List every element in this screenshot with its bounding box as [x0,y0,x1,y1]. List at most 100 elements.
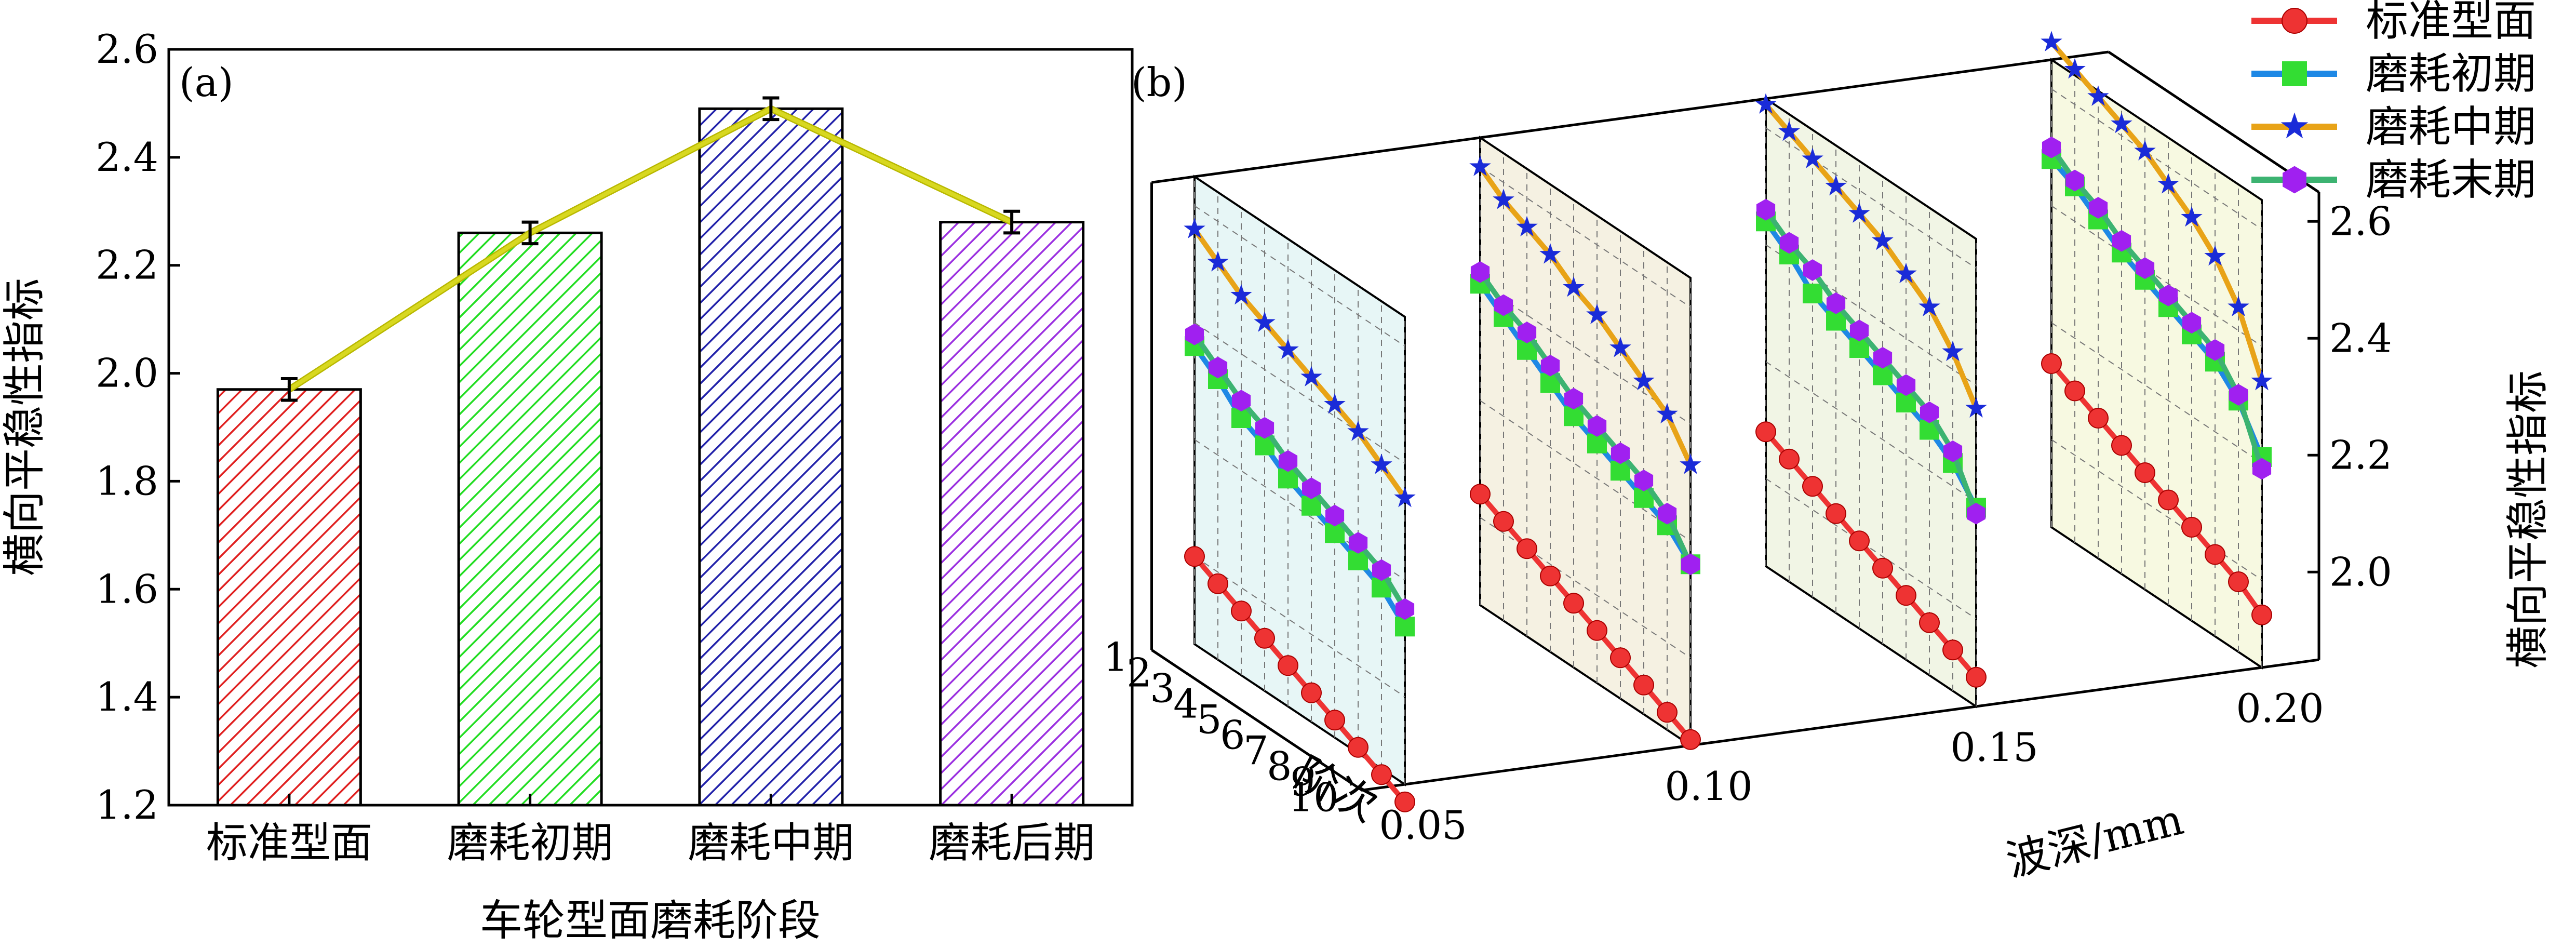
series-line [1764,102,1979,410]
point-marker [2158,284,2178,306]
point-marker [1680,453,1701,474]
point-marker [1563,593,1584,614]
axes-box [1150,50,2320,792]
point-marker [1657,502,1677,525]
point-marker [1633,369,1655,391]
point-marker [1348,532,1368,554]
point-marker [1324,393,1346,414]
grid-line [1480,166,1691,308]
y-tick-label: 2.6 [96,26,158,72]
point-marker [1803,259,1822,281]
point-marker [1586,303,1608,324]
point-marker [1966,666,1987,688]
trend-line [287,105,1013,393]
point-marker [2112,230,2131,252]
point-marker [2181,517,2202,538]
grid-line [1765,244,1977,386]
point-marker [1277,338,1299,359]
series-line [1763,208,1979,515]
point-marker [1966,502,1986,525]
point-marker [1540,354,1560,377]
point-marker [1756,198,1776,221]
series-line [1478,165,1693,466]
depth-axis-ticks: 0.05 0.10 0.15 0.20 [1379,685,2324,848]
point-marker [1802,476,1823,497]
bar [939,221,1085,807]
point-marker [2064,58,2086,79]
point-marker [1539,243,1561,264]
point-marker [2181,206,2203,227]
point-marker [2282,61,2307,86]
y-tick-label: 1.6 [96,566,158,612]
y-axis-ticks: 1.2 1.4 1.6 1.8 2.0 2.2 2.4 2.6 [96,26,180,828]
y-tick-label: 2.2 [96,242,158,288]
point-marker [2182,312,2202,334]
point-marker [1873,346,1893,369]
depth-tick-label: 0.05 [1379,802,1467,848]
point-marker [1324,710,1345,731]
x-axis-title: 车轮型面磨耗阶段 [480,896,821,945]
error-bars [280,96,1021,402]
order-tick-label: 5 [1197,696,1222,742]
point-marker [1587,620,1607,641]
grid-line [2051,439,2262,581]
point-marker [1848,202,1870,223]
point-marker [2157,173,2179,194]
series-line [1478,492,1693,742]
y-tick-label: 1.8 [96,458,158,504]
depth-tick-label: 0.10 [1665,763,1752,809]
point-marker [1826,503,1846,524]
point-marker [1942,639,1963,661]
grid-line [2051,322,2262,464]
depth-slices [1184,31,2273,812]
point-marker [1634,470,1654,491]
point-marker [2251,604,2272,625]
series-line [2049,362,2264,617]
point-marker [2204,245,2226,266]
depth-axis-title: 波深/mm [2001,795,2188,886]
point-marker [1493,189,1514,209]
point-marker [2135,257,2155,279]
point-marker [1564,388,1584,410]
point-marker [2252,458,2272,480]
point-marker [1755,421,1776,443]
depth-slice [1184,175,1416,812]
point-marker [2111,112,2132,133]
top-back-edge [1151,50,2109,184]
point-marker [1395,617,1415,637]
point-marker [1371,764,1392,785]
x-tick-label: 磨耗后期 [929,819,1095,867]
bar [457,231,603,807]
point-marker [1230,284,1252,305]
index-axis-title: 横向平稳性指标 [2503,370,2553,669]
series-line [1478,270,1693,566]
point-marker [1803,284,1822,303]
y-tick-label: 1.2 [96,782,158,828]
point-marker [1779,232,1799,254]
point-marker [1371,453,1392,474]
point-marker [1779,448,1800,470]
point-marker [1255,417,1274,439]
grid-line [1480,517,1691,659]
point-marker [1802,148,1823,168]
grid-line [1765,361,1977,503]
series-line [1192,554,1407,804]
point-marker [1278,450,1298,472]
point-marker [2041,353,2062,374]
series-line [1192,344,1407,628]
point-marker [1825,175,1847,196]
point-marker [1516,216,1538,237]
legend-label: 磨耗初期 [2366,49,2536,99]
point-marker [1394,486,1416,508]
point-marker [1348,737,1369,758]
y-tick-label: 2.4 [96,134,158,180]
point-marker [1849,530,1870,552]
top-right-edge [2108,50,2320,194]
point-marker [2087,85,2109,106]
point-marker [2283,166,2306,194]
point-marker [1302,477,1321,499]
series-line [1192,228,1407,500]
point-marker [1611,442,1630,464]
point-marker [1919,612,1940,633]
